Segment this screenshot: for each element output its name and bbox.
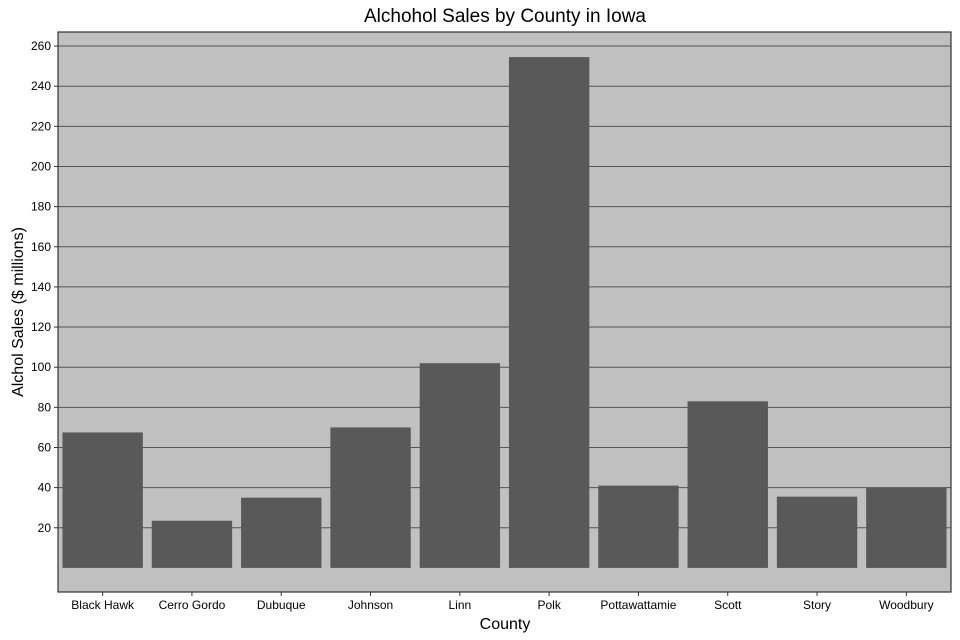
- bar-linn: [419, 363, 501, 568]
- x-tick-label: Dubuque: [257, 598, 306, 612]
- y-tick-label: 60: [38, 440, 52, 454]
- x-tick-label: Cerro Gordo: [159, 598, 226, 612]
- bar-polk: [508, 57, 590, 568]
- y-tick-label: 180: [31, 200, 51, 214]
- y-tick-label: 160: [31, 240, 51, 254]
- bar-cerro-gordo: [151, 520, 233, 568]
- bar-black-hawk: [62, 432, 143, 568]
- y-tick-label: 200: [31, 159, 51, 173]
- x-tick-label: Linn: [449, 598, 472, 612]
- y-tick-label: 100: [31, 360, 51, 374]
- x-axis-label: County: [480, 616, 531, 633]
- x-tick-label: Woodbury: [879, 598, 933, 612]
- bar-story: [776, 496, 858, 568]
- bar-johnson: [330, 427, 411, 568]
- y-tick-label: 40: [38, 481, 52, 495]
- x-tick-label: Johnson: [348, 598, 393, 612]
- x-tick-label: Scott: [714, 598, 742, 612]
- plot-border: [57, 31, 952, 593]
- x-axis-ticks: Black Hawk Cerro Gordo Dubuque Johnson Linn P…: [71, 592, 934, 612]
- bar-scott: [687, 401, 768, 568]
- x-tick-label: Black Hawk: [71, 598, 135, 612]
- bar-dubuque: [241, 497, 322, 568]
- y-tick-label: 140: [31, 280, 51, 294]
- bars: [62, 57, 947, 568]
- y-axis-label: Alchol Sales ($ millions): [10, 227, 27, 397]
- y-tick-label: 120: [31, 320, 51, 334]
- y-tick-label: 20: [38, 521, 52, 535]
- y-tick-label: 80: [38, 400, 52, 414]
- x-tick-label: Polk: [537, 598, 561, 612]
- x-tick-label: Pottawattamie: [600, 598, 676, 612]
- y-tick-label: 220: [31, 119, 51, 133]
- bar-woodbury: [866, 487, 947, 568]
- y-tick-label: 260: [31, 39, 51, 53]
- bar-pottawattamie: [598, 485, 679, 568]
- grid-lines: [58, 45, 951, 529]
- y-tick-label: 240: [31, 79, 51, 93]
- y-axis-ticks: 20 40 60 80 100 120 140 160 180 200 220 240 260: [31, 39, 58, 535]
- x-tick-label: Story: [803, 598, 831, 612]
- chart-title: Alchohol Sales by County in Iowa: [364, 6, 646, 27]
